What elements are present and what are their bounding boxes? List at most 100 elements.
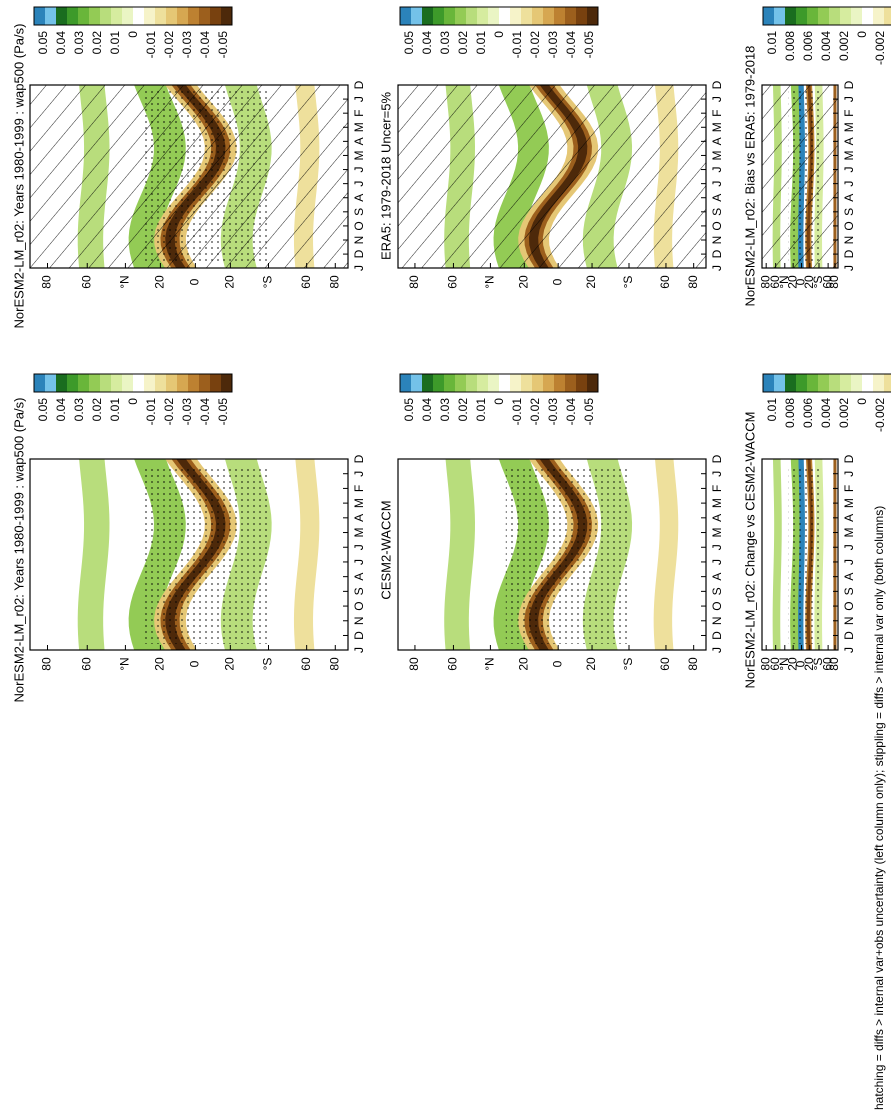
colorbar-swatch [199, 374, 211, 392]
lat-tick-label: 80 [758, 275, 772, 289]
colorbar-label: 0.05 [36, 398, 50, 422]
lat-tick-label: 80 [327, 657, 341, 671]
month-tick-label: D [842, 249, 856, 258]
colorbar-frame [33, 6, 233, 26]
contour-band [77, 459, 110, 650]
colorbar-swatch [155, 7, 167, 25]
panel-title: NorESM2-LM_r02: Years 1980-1999 : wap500… [11, 24, 26, 329]
month-tick-label: J [842, 471, 856, 477]
lat-tick-label: °N [483, 275, 497, 288]
month-tick-label: J [710, 544, 724, 550]
colorbar-swatch [532, 374, 544, 392]
colorbar-label: 0 [855, 398, 869, 405]
month-tick-label: A [352, 137, 366, 145]
colorbar-swatch [477, 374, 489, 392]
month-tick-label: J [710, 181, 724, 187]
colorbar-label: -0.05 [582, 398, 596, 426]
lat-tick-label: 80 [827, 275, 841, 289]
colorbar-swatch [122, 374, 134, 392]
colorbar-swatch [477, 7, 489, 25]
plot-frame [761, 84, 839, 269]
lat-tick-label: 60 [446, 275, 460, 289]
lat-tick-label: 80 [40, 657, 54, 671]
colorbar-swatch [188, 7, 200, 25]
colorbar-swatch [455, 7, 467, 25]
colorbar-swatch [796, 7, 808, 25]
month-tick-label: O [352, 221, 366, 230]
lat-tick-label: 20 [516, 657, 530, 671]
colorbar-swatch [45, 7, 57, 25]
colorbar-swatch [543, 7, 555, 25]
colorbar-label: 0.01 [765, 398, 779, 422]
colorbar-swatch [488, 7, 500, 25]
colorbar-frame [33, 373, 233, 393]
month-tick-label: M [710, 122, 724, 132]
colorbar-swatch [785, 374, 797, 392]
lat-tick-label: 60 [79, 657, 93, 671]
colorbar-label: 0.05 [402, 31, 416, 55]
lat-tick-label: 20 [153, 657, 167, 671]
colorbar-swatch [221, 374, 233, 392]
colorbar-label: 0.02 [90, 31, 104, 55]
month-tick-label: J [842, 647, 856, 653]
colorbar-swatch [763, 374, 775, 392]
colorbar-label: 0 [492, 398, 506, 405]
month-tick-label: M [352, 122, 366, 132]
month-tick-label: J [842, 96, 856, 102]
month-tick-label: J [710, 647, 724, 653]
colorbar-label: 0 [492, 31, 506, 38]
colorbar-swatch [587, 374, 599, 392]
colorbar-swatch [177, 374, 189, 392]
month-tick-label: J [842, 167, 856, 173]
month-tick-label: M [842, 150, 856, 160]
stippling-overlay [141, 91, 269, 262]
panel-title: NorESM2-LM_r02: Years 1980-1999 : wap500… [11, 398, 26, 703]
colorbar-label: -0.02 [528, 398, 542, 426]
lat-tick-label: °N [777, 275, 791, 288]
colorbar-label: 0.01 [474, 31, 488, 55]
panel-title: ERA5: 1979-2018 Uncer=5% [378, 92, 393, 260]
month-tick-label: J [710, 471, 724, 477]
lat-tick-label: 60 [446, 657, 460, 671]
contour-band [444, 459, 475, 650]
colorbar-swatch [67, 374, 79, 392]
colorbar-swatch [56, 374, 68, 392]
stippling-overlay [788, 465, 819, 644]
colorbar-label: 0.03 [438, 31, 452, 55]
colorbar-label: 0 [855, 31, 869, 38]
month-tick-label: M [352, 528, 366, 538]
month-tick-label: O [710, 601, 724, 610]
hatching-overlay [398, 85, 706, 268]
colorbar-swatch [89, 374, 101, 392]
lat-tick-label: 20 [785, 275, 799, 289]
colorbar-label: 0.03 [72, 398, 86, 422]
colorbar-swatch [851, 7, 863, 25]
month-tick-label: J [710, 559, 724, 565]
plot-frame [29, 458, 349, 651]
colorbar-swatch [785, 7, 797, 25]
colorbar-label: 0.02 [90, 398, 104, 422]
colorbar-swatch [199, 7, 211, 25]
lat-tick-label: °N [777, 657, 791, 670]
colorbar-label: -0.01 [144, 398, 158, 426]
month-tick-label: N [352, 616, 366, 625]
lat-tick-label: 80 [40, 275, 54, 289]
month-tick-label: J [842, 265, 856, 271]
colorbar-label: 0.01 [765, 31, 779, 55]
colorbar-label: -0.02 [528, 31, 542, 59]
contour-band [293, 459, 320, 650]
colorbar-label: 0.03 [438, 398, 452, 422]
lat-tick-label: 20 [785, 657, 799, 671]
colorbar-swatch [78, 7, 90, 25]
month-tick-label: J [352, 96, 366, 102]
colorbar-frame [762, 373, 891, 393]
lat-tick-label: 0 [794, 278, 808, 285]
colorbar-swatch [763, 7, 775, 25]
colorbar-swatch [587, 7, 599, 25]
colorbar-swatch [565, 374, 577, 392]
month-tick-label: A [352, 194, 366, 202]
month-tick-label: J [710, 96, 724, 102]
colorbar-swatch [166, 374, 178, 392]
colorbar-swatch [144, 7, 156, 25]
colorbar-label: 0.05 [402, 398, 416, 422]
